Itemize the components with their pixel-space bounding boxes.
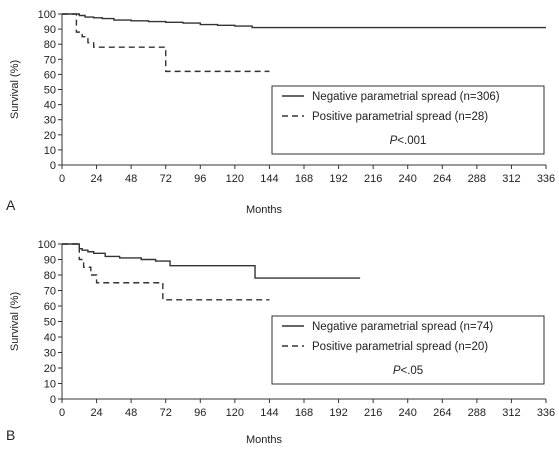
legend-box: [271, 85, 545, 155]
x-tick-label: 312: [502, 173, 520, 185]
x-tick-label: 240: [399, 407, 417, 419]
p-value-text: <.05: [400, 365, 423, 377]
x-tick-label: 48: [125, 407, 137, 419]
x-tick-label: 168: [295, 173, 313, 185]
y-tick-label: 100: [38, 239, 56, 251]
y-tick-label: 70: [44, 54, 56, 66]
legend-entry: Negative parametrial spread (n=306): [312, 91, 500, 103]
x-tick-label: 192: [329, 407, 347, 419]
y-tick-label: 0: [50, 394, 56, 406]
y-tick-label: 10: [44, 379, 56, 391]
y-tick-label: 70: [44, 286, 56, 298]
p-value-label: P<.05: [393, 365, 423, 377]
x-tick-label: 216: [364, 407, 382, 419]
panel-label: A: [6, 197, 16, 213]
y-tick-label: 90: [44, 255, 56, 267]
x-tick-label: 264: [433, 173, 451, 185]
x-tick-label: 72: [160, 407, 172, 419]
y-axis-label: Survival (%): [9, 60, 21, 119]
legend-entry: Negative parametrial spread (n=74): [312, 321, 493, 333]
y-tick-label: 20: [44, 363, 56, 375]
y-tick-label: 60: [44, 69, 56, 81]
positive-spread-curve: [62, 13, 270, 73]
positive-spread-curve: [62, 243, 270, 301]
x-tick-label: 0: [59, 173, 65, 185]
x-tick-label: 120: [226, 173, 244, 185]
y-tick-label: 10: [44, 145, 56, 157]
y-tick-label: 80: [44, 39, 56, 51]
x-tick-label: 24: [90, 173, 102, 185]
x-tick-label: 0: [59, 407, 65, 419]
y-tick-label: 30: [44, 115, 56, 127]
y-tick-label: 50: [44, 317, 56, 329]
x-tick-label: 264: [433, 407, 451, 419]
y-tick-label: 0: [50, 160, 56, 172]
x-tick-label: 168: [295, 407, 313, 419]
x-tick-label: 96: [194, 407, 206, 419]
x-tick-label: 336: [537, 173, 555, 185]
x-axis-label: Months: [246, 434, 283, 446]
panel-b-chart: 0 10 20 30 40 50 60 70 80 90 100 0 24 48 72 96 120 144 168…: [6, 239, 555, 446]
x-tick-label: 336: [537, 407, 555, 419]
negative-spread-curve: [62, 243, 361, 279]
x-tick-label: 288: [468, 407, 486, 419]
y-tick-label: 50: [44, 85, 56, 97]
x-tick-label: 216: [364, 173, 382, 185]
panel-a-chart: 0 10 20 30 40 50 60 70 80 90 100 0 24 48 72 96 120 144 168…: [6, 9, 555, 216]
p-value-text: <.001: [397, 135, 426, 147]
legend-box: [271, 315, 545, 385]
panel-label: B: [6, 427, 15, 443]
x-tick-label: 96: [194, 173, 206, 185]
x-tick-label: 144: [260, 173, 278, 185]
p-value-symbol: P: [390, 135, 398, 147]
legend-entry: Positive parametrial spread (n=28): [312, 111, 488, 123]
x-tick-label: 72: [160, 173, 172, 185]
x-tick-label: 288: [468, 173, 486, 185]
x-tick-label: 144: [260, 407, 278, 419]
y-tick-label: 20: [44, 130, 56, 142]
negative-spread-curve: [62, 13, 546, 29]
x-tick-label: 192: [329, 173, 347, 185]
p-value-label: P<.001: [390, 135, 427, 147]
y-tick-label: 30: [44, 348, 56, 360]
legend-entry: Positive parametrial spread (n=20): [312, 341, 488, 353]
x-axis-label: Months: [246, 204, 283, 216]
y-tick-label: 80: [44, 270, 56, 282]
y-tick-label: 60: [44, 301, 56, 313]
y-tick-label: 40: [44, 100, 56, 112]
x-tick-label: 24: [90, 407, 102, 419]
y-tick-label: 100: [38, 9, 56, 21]
y-tick-label: 90: [44, 24, 56, 36]
x-tick-label: 120: [226, 407, 244, 419]
x-tick-label: 312: [502, 407, 520, 419]
x-tick-label: 48: [125, 173, 137, 185]
y-axis-label: Survival (%): [9, 292, 21, 351]
p-value-symbol: P: [393, 365, 401, 377]
x-tick-label: 240: [399, 173, 417, 185]
y-tick-label: 40: [44, 332, 56, 344]
